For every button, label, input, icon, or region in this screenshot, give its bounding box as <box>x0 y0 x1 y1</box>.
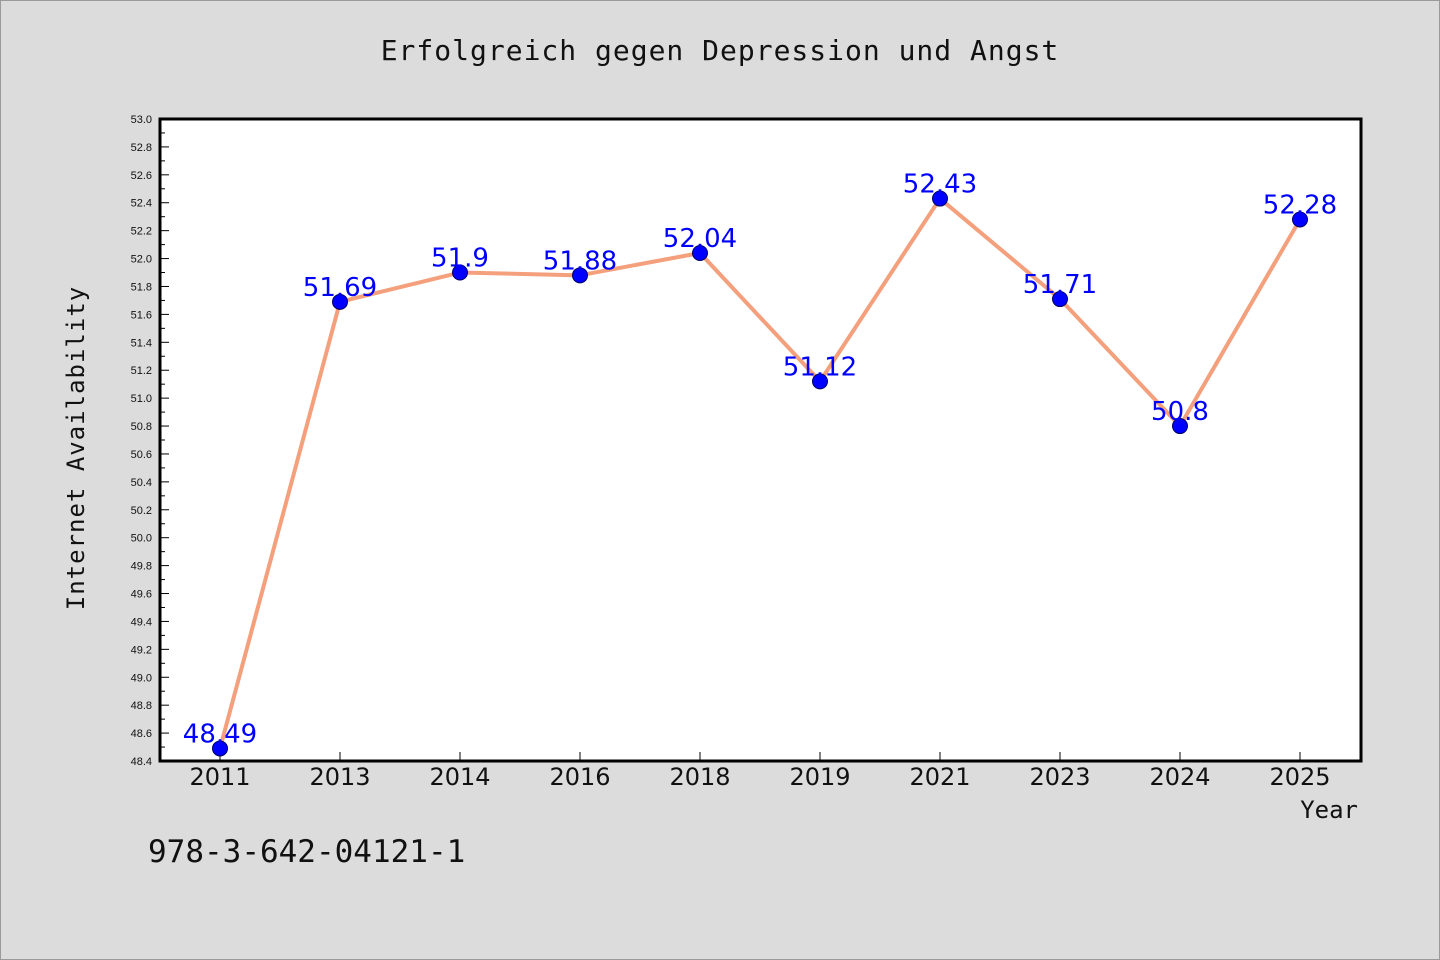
data-point <box>1292 211 1308 228</box>
y-tick-label: 52.4 <box>131 198 152 210</box>
x-axis-label: Year <box>1300 796 1358 824</box>
data-label: 48.49 <box>183 719 257 749</box>
y-tick-label: 50.2 <box>131 505 152 517</box>
x-tick-label: 2014 <box>429 763 490 791</box>
data-point <box>1172 418 1188 435</box>
data-label: 52.28 <box>1263 190 1337 220</box>
x-tick-label: 2019 <box>789 763 850 791</box>
y-tick-label: 51.4 <box>131 337 152 349</box>
x-tick-label: 2024 <box>1149 763 1210 791</box>
y-tick-label: 51.2 <box>131 365 152 377</box>
y-tick-label: 48.4 <box>131 756 152 768</box>
data-point <box>452 264 468 281</box>
data-point <box>812 373 828 390</box>
footnote-isbn: 978-3-642-04121-1 <box>148 834 466 870</box>
y-tick-label: 52.6 <box>131 170 152 182</box>
y-tick-label: 50.6 <box>131 449 152 461</box>
x-tick-label: 2016 <box>549 763 610 791</box>
y-tick-label: 51.8 <box>131 281 152 293</box>
y-tick-label: 50.8 <box>131 421 152 433</box>
data-label: 51.88 <box>543 246 617 276</box>
y-tick-label: 52.0 <box>131 254 152 266</box>
data-point <box>332 293 348 310</box>
x-tick-label: 2023 <box>1029 763 1090 791</box>
y-tick-label: 49.2 <box>131 644 152 656</box>
y-tick-label: 53.0 <box>131 114 152 126</box>
data-point <box>932 190 948 207</box>
y-tick-label: 49.4 <box>131 616 152 628</box>
data-label: 52.04 <box>663 224 737 254</box>
data-label: 51.71 <box>1023 270 1097 300</box>
plot-area <box>160 119 1361 761</box>
y-tick-label: 52.8 <box>131 142 152 154</box>
x-tick-label: 2018 <box>669 763 730 791</box>
data-label: 52.43 <box>903 170 977 200</box>
data-label: 51.9 <box>431 244 489 274</box>
data-point <box>212 740 228 757</box>
data-point <box>572 267 588 284</box>
x-tick-label: 2025 <box>1269 763 1330 791</box>
x-tick-label: 2013 <box>309 763 370 791</box>
data-point <box>692 244 708 261</box>
data-label: 51.69 <box>303 273 377 303</box>
plot-border <box>158 117 1363 763</box>
x-tick-label: 2021 <box>909 763 970 791</box>
y-tick-label: 49.8 <box>131 561 152 573</box>
y-tick-label: 51.6 <box>131 309 152 321</box>
y-tick-label: 50.0 <box>131 533 152 545</box>
y-tick-label: 49.6 <box>131 589 152 601</box>
data-label: 50.8 <box>1151 397 1209 427</box>
y-tick-label: 50.4 <box>131 477 152 489</box>
y-tick-label: 51.0 <box>131 393 152 405</box>
y-tick-label: 48.8 <box>131 700 152 712</box>
data-label: 51.12 <box>783 352 857 382</box>
y-tick-label: 49.0 <box>131 672 152 684</box>
data-point <box>1052 291 1068 308</box>
y-tick-label: 52.2 <box>131 226 152 238</box>
x-tick-label: 2011 <box>189 763 250 791</box>
y-tick-label: 48.6 <box>131 728 152 740</box>
chart-title: Erfolgreich gegen Depression und Angst <box>380 34 1060 67</box>
series-line <box>218 196 1302 751</box>
